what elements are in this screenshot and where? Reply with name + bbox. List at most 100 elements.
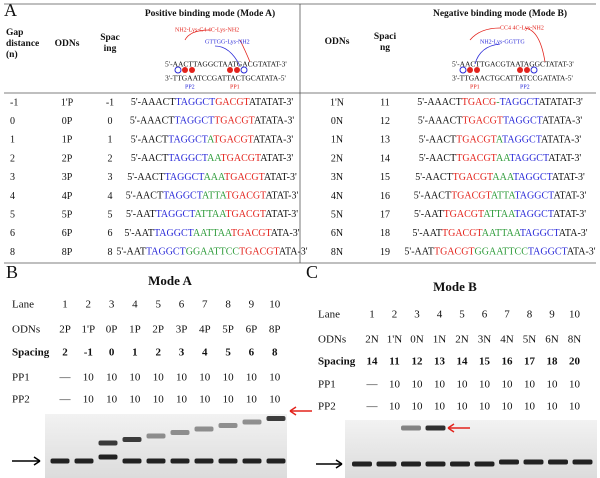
odn: 4P [62,191,73,202]
cell: 6N [545,334,559,346]
sequence-part: 5'-AAT [404,247,434,258]
sequence-part: AAA [492,172,514,183]
gel-band [50,458,70,464]
cell: 10 [269,394,281,406]
cell: 10 [246,372,258,384]
cell: 10 [502,401,514,413]
spacing: 16 [380,191,390,202]
cell: 10 [569,401,581,413]
sequence-part: TAGGCT [520,228,560,239]
cell: 0N [410,334,424,346]
cell: — [366,379,379,391]
odn: 3P [62,172,73,183]
sequence: 5'-AACTTAGGCTAAATGACGTATAT-3' [127,172,297,183]
gel-band [572,459,593,465]
cell: 3 [179,347,185,359]
diagram-label: CC4 4C-Lys-NH2 [500,25,544,31]
cell: 10 [83,394,95,406]
gap-distance: 1 [10,135,15,146]
cell: 1N [433,334,447,346]
sequence: 5'-AACTTGACGTAATAGGCTATAT-3' [419,153,581,164]
gap-distance: 2 [10,153,15,164]
cell: 10 [389,401,401,413]
odn: 5N [331,209,343,220]
cell: 3 [414,309,420,321]
row-label: PP2 [12,394,30,406]
cell: 5P [222,324,234,336]
cell: 10 [246,394,258,406]
cell: 10 [176,394,188,406]
header: Spaci [374,32,397,42]
sequence-part: TAGGCT [502,135,542,146]
sequence-part: GACGT [215,97,249,108]
gel-band [499,459,519,465]
sequence: 5'-AATTGACGTATTAATAGGCTATAT-3' [414,209,586,220]
sequence-part: AAA [204,172,226,183]
gap-distance: 3 [10,172,15,183]
diagram-label: NH2-Lys-C4 4C-Lys-NH2 [175,27,239,33]
odn: 1'N [330,97,344,108]
sequence: 5'-AATTAGGCTGGAATTCCTGACGTATA-3' [116,247,307,258]
spacing: 13 [380,135,390,146]
cell: 6 [482,309,488,321]
cell: 10 [412,401,424,413]
sequence-part: TAGGCT [513,172,553,183]
diagram-strand: 5'-AACTTGACGTAATAGGCTATAT-3' [452,60,574,69]
odn: 3N [331,172,343,183]
gel-band [98,454,118,460]
sequence: 5'-AAACTTGACGTTAGGCTATATA-3' [418,116,582,127]
sequence-part: ATAT-3' [553,191,586,202]
cell: 2N [455,334,469,346]
gel-band [170,430,190,435]
sequence-part: TGACGT [221,153,261,164]
gel-band [194,426,214,432]
cell: 3 [109,299,115,311]
cell: 10 [434,379,446,391]
sequence-part: TGACGT [456,135,496,146]
sequence-part: TGACGT [442,228,482,239]
odn: 1'P [61,97,74,108]
sequence: 5'-AATTGACGTGGAATTCCTAGGCTATA-3' [404,247,595,258]
sequence: 5'-AAACTTAGGCTTGACGTATATA-3' [130,116,295,127]
cell: 0 [109,347,115,359]
sequence-part: TGACGT [456,153,496,164]
sequence-part: ATAT-3' [264,172,297,183]
odn: 0P [62,116,73,127]
cell: 9 [549,309,555,321]
cell: — [59,372,72,384]
sequence-part: AATTAA [193,228,233,239]
cell: 8P [269,324,281,336]
sequence-part: ATAT-3' [265,191,298,202]
sequence-part: 5'-AACT [414,191,451,202]
sequence-part: TAGGCT [528,247,568,258]
spacing: 17 [380,209,390,220]
odn: 1P [62,135,73,146]
row-label: Lane [12,299,34,311]
cell: 10 [223,394,235,406]
sequence-part: TAGGCT [146,247,186,258]
sequence-part: 5'-AACT [419,135,456,146]
row-label: Spacing [12,347,50,359]
cell: 10 [524,401,536,413]
sequence: 5'-AAACTTGACG-TAGGCTATATAT-3' [417,97,583,108]
sequence-part: TGACGT [453,172,493,183]
sequence: 5'-AACTTAGGCTAATGACGTATAT-3' [131,153,293,164]
sequence-part: TAGGCT [500,97,540,108]
sequence-part: ATATAT-3' [249,97,293,108]
diagram-strand: 5'-AACTTAGGCTAATGACGTATAT-3' [165,60,287,69]
sequence: 5'-AAACTTAGGCTGACGTATATAT-3' [131,97,293,108]
gel-band [352,461,372,467]
spacing: 4 [108,191,113,202]
cell: 10 [269,299,281,311]
diagram-a: NH2-Lys-C4 4C-Lys-NH2 GTTGG-Lys-NH2 5'-A… [165,27,287,90]
odn: 8N [331,247,343,258]
sequence-part: 5'-AAT [414,209,444,220]
sequence-part: TGACG [462,97,496,108]
sequence-part: 5'-AACT [126,191,163,202]
sequence-part: ATATA-3' [542,116,582,127]
cell: 2 [155,347,161,359]
cell: -1 [84,347,93,359]
gel-image [45,414,287,478]
sequence-part: ATATA-3' [254,116,294,127]
